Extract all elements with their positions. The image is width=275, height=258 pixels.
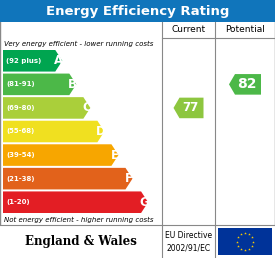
Text: A: A — [54, 54, 63, 67]
Text: Very energy efficient - lower running costs: Very energy efficient - lower running co… — [4, 41, 153, 46]
Text: C: C — [82, 101, 91, 115]
Text: (1-20): (1-20) — [6, 199, 30, 205]
Text: Potential: Potential — [225, 26, 265, 35]
Text: (21-38): (21-38) — [6, 176, 34, 182]
Polygon shape — [3, 191, 148, 213]
Text: (81-91): (81-91) — [6, 81, 35, 87]
Text: B: B — [68, 78, 77, 91]
Text: EU Directive
2002/91/EC: EU Directive 2002/91/EC — [165, 231, 212, 252]
Text: (55-68): (55-68) — [6, 128, 34, 134]
Text: (39-54): (39-54) — [6, 152, 35, 158]
Bar — [0, 0, 275, 22]
Text: Current: Current — [171, 26, 206, 35]
Polygon shape — [3, 168, 133, 189]
Text: F: F — [125, 172, 133, 185]
Polygon shape — [3, 144, 119, 166]
Text: (69-80): (69-80) — [6, 105, 34, 111]
Polygon shape — [3, 50, 62, 71]
Text: (92 plus): (92 plus) — [6, 58, 41, 64]
Text: 77: 77 — [182, 101, 199, 115]
Polygon shape — [229, 74, 261, 95]
Polygon shape — [3, 74, 76, 95]
Text: Not energy efficient - higher running costs: Not energy efficient - higher running co… — [4, 216, 153, 223]
Polygon shape — [174, 98, 204, 118]
Text: G: G — [140, 196, 149, 209]
Text: England & Wales: England & Wales — [25, 235, 137, 248]
Bar — [0, 225, 275, 258]
Polygon shape — [3, 121, 104, 142]
Bar — [218, 228, 272, 255]
Text: E: E — [111, 149, 119, 162]
Text: 82: 82 — [237, 77, 257, 91]
Text: Energy Efficiency Rating: Energy Efficiency Rating — [46, 4, 229, 18]
Text: D: D — [96, 125, 106, 138]
Polygon shape — [3, 97, 90, 119]
